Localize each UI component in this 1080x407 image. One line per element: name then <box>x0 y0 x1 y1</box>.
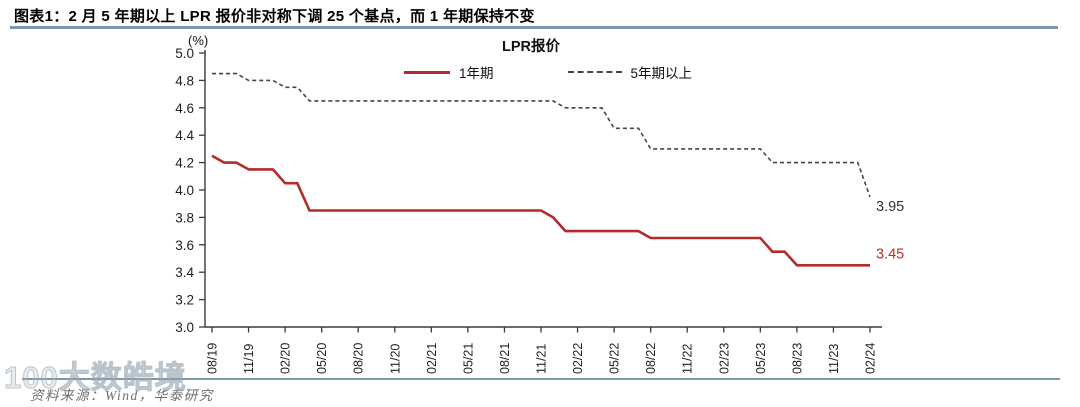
y-tick-label: 4.8 <box>175 73 194 88</box>
x-tick-label: 08/21 <box>498 343 512 374</box>
end-label-5y: 3.95 <box>876 199 904 215</box>
legend-dashed-line-swatch <box>567 71 622 73</box>
watermark: 100大数皓境 <box>4 360 187 396</box>
x-tick-label: 11/22 <box>681 344 695 374</box>
source-note: 资料来源：Wind，华泰研究 <box>30 388 214 403</box>
y-axis-unit-label: (%) <box>188 33 209 48</box>
legend-label-1y: 1年期 <box>459 66 494 81</box>
x-tick-label: 08/20 <box>352 343 366 374</box>
legend-solid-line-swatch <box>404 70 450 74</box>
y-tick-label: 3.6 <box>175 238 194 253</box>
x-tick-label: 11/23 <box>827 344 841 374</box>
x-tick-label: 05/21 <box>461 343 475 374</box>
y-tick-label: 3.2 <box>175 293 194 308</box>
chart-legend: 1年期 5年期以上 <box>404 62 692 82</box>
end-label-1y: 3.45 <box>876 246 904 262</box>
x-tick-label: 02/23 <box>717 343 731 374</box>
y-tick-label: 3.4 <box>175 265 194 280</box>
series-line-5y <box>212 72 871 198</box>
legend-item-5y: 5年期以上 <box>567 62 693 82</box>
legend-label-5y: 5年期以上 <box>630 66 693 81</box>
x-tick-label: 11/21 <box>535 344 549 374</box>
x-tick-label: 11/19 <box>242 344 256 374</box>
title-underline <box>10 26 1058 29</box>
x-tick-label: 02/21 <box>425 343 439 374</box>
x-tick-label: 11/20 <box>388 344 402 374</box>
footer-rule <box>22 378 1060 380</box>
y-tick-label: 4.4 <box>175 128 194 143</box>
y-tick-label: 3.8 <box>175 210 194 225</box>
series-line-1y <box>211 154 870 267</box>
x-tick-label: 02/20 <box>279 343 293 374</box>
x-tick-label: 08/22 <box>644 343 658 374</box>
legend-item-1y: 1年期 <box>404 62 494 82</box>
x-tick-label: 08/23 <box>790 343 804 374</box>
y-tick-label: 4.2 <box>175 156 194 171</box>
x-tick-label: 05/20 <box>315 343 329 374</box>
chart-title: LPR报价 <box>502 39 560 55</box>
y-tick-label: 4.6 <box>175 101 194 116</box>
figure-title: 图表1：2 月 5 年期以上 LPR 报价非对称下调 25 个基点，而 1 年期… <box>14 8 535 25</box>
x-tick-label: 02/24 <box>864 343 878 374</box>
x-tick-label: 05/22 <box>608 343 622 374</box>
y-tick-label: 5.0 <box>175 46 194 61</box>
y-tick-label: 4.0 <box>175 183 194 198</box>
y-tick-label: 3.0 <box>175 320 194 335</box>
x-tick-label: 08/19 <box>206 343 220 374</box>
x-tick-label: 05/23 <box>754 343 768 374</box>
x-tick-label: 02/22 <box>571 343 585 374</box>
